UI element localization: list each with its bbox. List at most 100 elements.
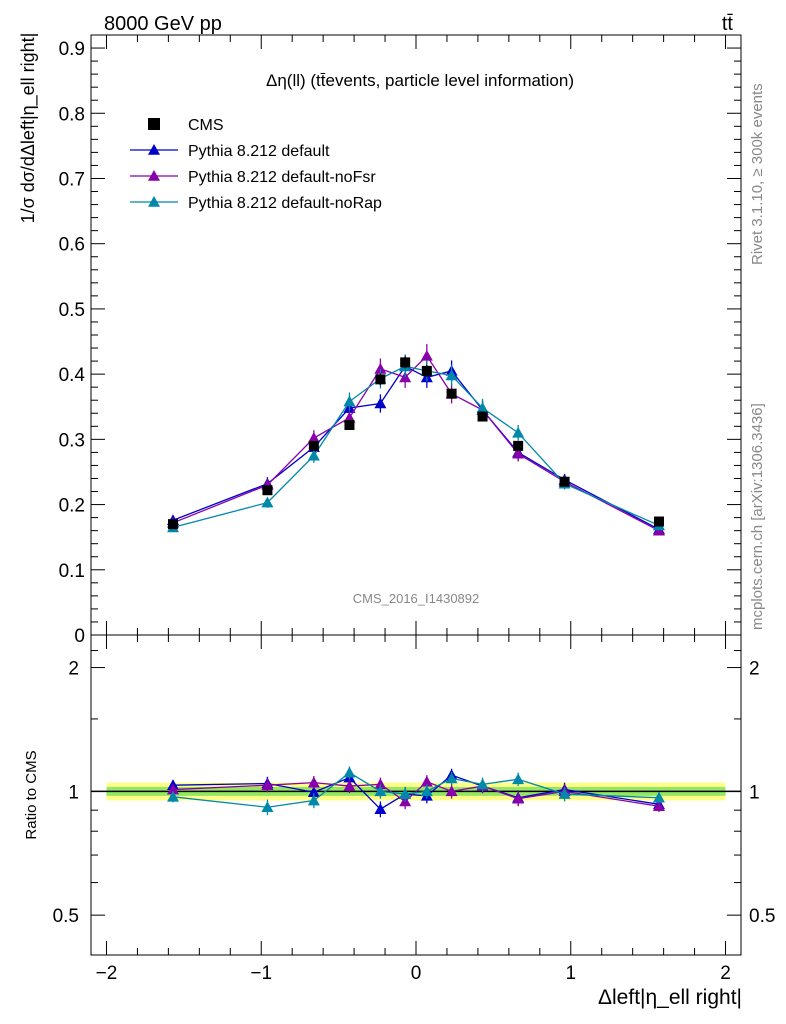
legend-marker <box>148 118 160 130</box>
main-data-point <box>374 397 387 409</box>
main-data-point <box>168 519 179 530</box>
legend-label: CMS <box>188 117 224 134</box>
legend-marker <box>148 170 160 181</box>
ratio-data-point <box>652 791 665 803</box>
ratio-series-line <box>172 781 660 807</box>
ratio-data-point <box>399 788 412 799</box>
main-series-line <box>172 365 660 530</box>
main-data-point <box>446 388 457 399</box>
ratio-data-point <box>512 773 525 785</box>
main-data-point <box>400 357 411 368</box>
main-data-point <box>343 411 356 423</box>
ratio-y-axis-label: Ratio to CMS <box>23 750 40 839</box>
main-axis-ticks: 0 0.1 0.2 0.3 0.4 0.5 0.6 0.7 0.8 0.9 <box>59 35 741 647</box>
main-y-tick-label: 0.2 <box>59 496 85 517</box>
main-data-point <box>653 516 664 527</box>
main-data-point <box>512 447 525 459</box>
main-data-point <box>420 349 433 361</box>
ratio-x-tick-label: 2 <box>720 963 731 984</box>
ratio-data-point <box>652 800 665 812</box>
main-data-point <box>445 369 458 381</box>
main-data-point <box>343 395 356 407</box>
main-data-point <box>421 365 432 376</box>
main-data-point <box>344 420 355 430</box>
main-y-axis-label: 1/σ dσ/dΔleft|η_ell right| <box>18 33 39 224</box>
ratio-data-point <box>343 766 356 778</box>
ratio-y-tick-label-right: 2 <box>749 659 760 680</box>
ratio-data-point <box>374 778 387 790</box>
main-data-point <box>308 440 319 451</box>
ratio-data-point <box>307 786 320 798</box>
legend-entry-0: CMS <box>148 117 224 134</box>
ratio-series-line <box>172 771 660 808</box>
main-data-point <box>307 449 320 461</box>
process-label: tt̄ <box>722 13 734 35</box>
main-y-tick-label: 0.1 <box>59 561 85 582</box>
ratio-data-point <box>261 779 274 791</box>
main-y-tick-label: 0.7 <box>59 169 85 190</box>
ratio-series-group <box>167 766 665 818</box>
main-data-point <box>375 374 386 385</box>
ratio-x-tick-label: −1 <box>250 963 272 984</box>
ratio-data-point <box>307 776 320 788</box>
main-y-tick-label: 0.6 <box>59 235 85 256</box>
legend-marker <box>148 196 160 207</box>
main-data-point <box>513 440 524 451</box>
mcplots-label: mcplots.cern.ch [arXiv:1306.3436] <box>749 403 766 630</box>
main-series-0 <box>168 356 664 530</box>
main-data-point <box>374 362 387 374</box>
main-data-point <box>307 432 320 443</box>
ratio-data-point <box>420 775 433 787</box>
main-series-line <box>172 354 660 532</box>
ratio-data-point <box>167 783 180 795</box>
ratio-axis-ticks: 0.5 0.5 1 1 2 2 −2 −1 0 1 2 <box>53 635 775 984</box>
main-series-2 <box>167 344 665 536</box>
legend-entry-3: Pythia 8.212 default-noRap <box>130 195 382 212</box>
main-y-tick-label: 0.3 <box>59 430 85 451</box>
ratio-data-point <box>420 785 433 797</box>
ratio-data-point <box>374 785 387 797</box>
legend-label: Pythia 8.212 default <box>188 143 330 160</box>
ratio-data-point <box>307 794 320 806</box>
ratio-y-tick-label: 1 <box>68 782 79 803</box>
ratio-data-point <box>374 803 387 814</box>
ratio-series-2 <box>167 766 665 816</box>
analysis-watermark: CMS_2016_I1430892 <box>353 591 480 606</box>
main-data-point <box>559 476 570 487</box>
ratio-y-tick-label-right: 1 <box>749 782 760 803</box>
rivet-label: Rivet 3.1.10, ≥ 300k events <box>749 83 766 265</box>
ratio-data-point <box>512 792 525 804</box>
ratio-data-point <box>167 790 180 802</box>
ratio-data-point <box>343 780 356 791</box>
ratio-y-tick-label: 0.5 <box>53 906 79 927</box>
legend-entry-2: Pythia 8.212 default-noFsr <box>130 169 376 186</box>
main-data-point <box>261 496 274 508</box>
main-y-tick-label: 0.8 <box>59 104 85 125</box>
main-series-3 <box>167 355 665 533</box>
main-y-tick-label: 0.9 <box>59 39 85 60</box>
legend-entry-1: Pythia 8.212 default <box>130 143 330 160</box>
ratio-y-tick-label-right: 0.5 <box>749 906 775 927</box>
main-data-point <box>512 426 525 438</box>
ratio-data-point <box>558 788 571 799</box>
main-data-point <box>476 402 489 413</box>
legend-marker <box>148 144 160 155</box>
ratio-y-tick-label: 2 <box>68 659 79 680</box>
legend: CMS Pythia 8.212 default Pythia 8.212 defa… <box>130 117 382 212</box>
legend-label: Pythia 8.212 default-noRap <box>188 195 382 212</box>
x-axis-label: Δleft|η_ell right| <box>598 986 742 1009</box>
ratio-data-point <box>445 772 458 784</box>
main-data-point <box>477 411 488 422</box>
main-series-group <box>167 344 665 536</box>
main-y-tick-label: 0 <box>74 626 85 647</box>
ratio-series-line <box>173 774 660 811</box>
main-series-1 <box>167 354 665 535</box>
ratio-data-point <box>476 778 489 790</box>
legend-label: Pythia 8.212 default-noFsr <box>188 169 376 186</box>
ratio-data-point <box>261 801 274 813</box>
ratio-data-point <box>445 785 458 797</box>
ratio-x-tick-label: 0 <box>411 963 422 984</box>
ratio-x-tick-label: 1 <box>565 963 576 984</box>
ratio-x-tick-label: −2 <box>96 963 118 984</box>
